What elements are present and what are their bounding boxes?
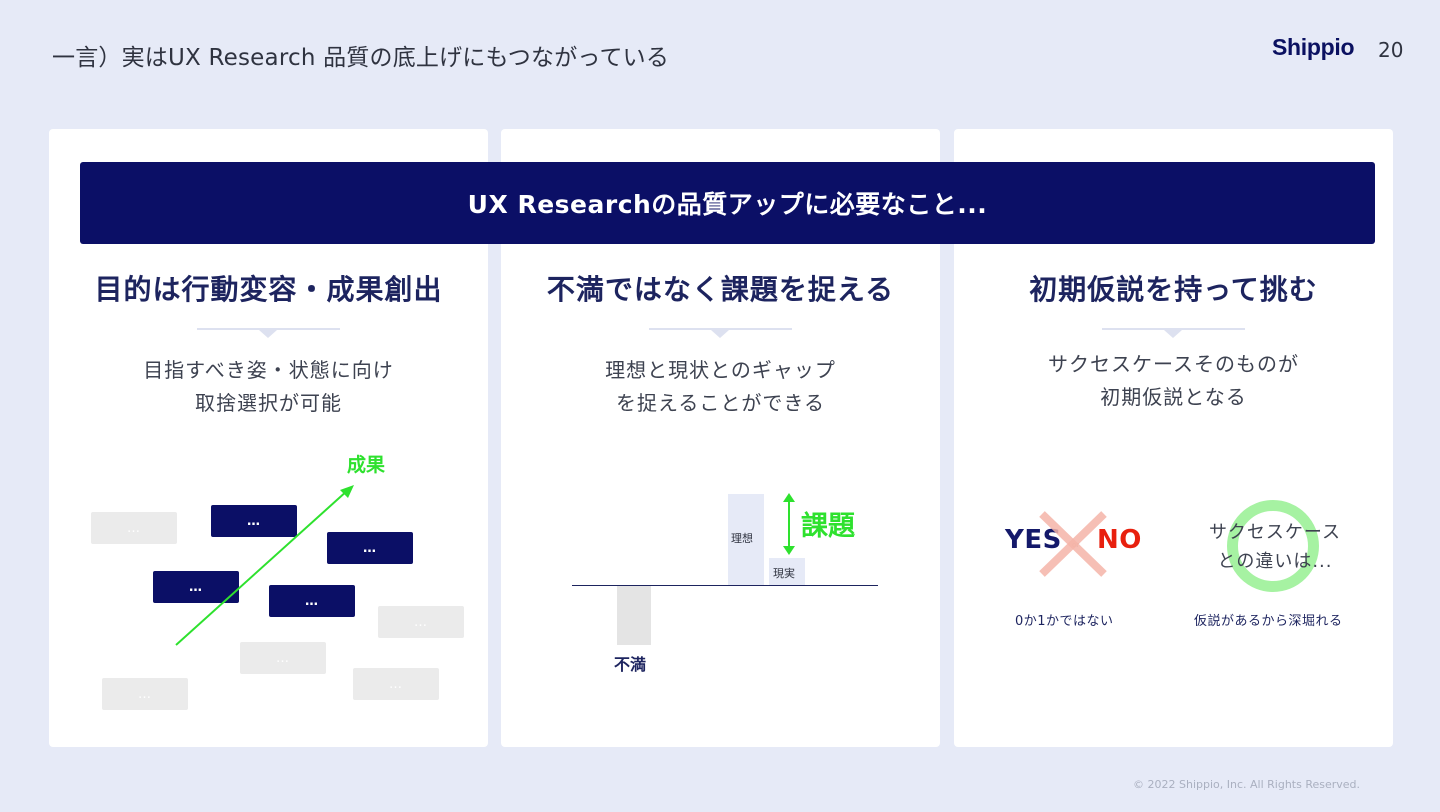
heading-issue: 不満ではなく課題を捉える xyxy=(546,273,895,306)
option-box-faded: … xyxy=(353,668,439,700)
option-box-selected: … xyxy=(327,532,413,564)
no-label: NO xyxy=(1097,525,1142,555)
research-quality-banner: UX Researchの品質アップに必要なこと... xyxy=(80,162,1375,244)
option-box-selected: … xyxy=(269,585,355,617)
heading-goal: 目的は行動変容・成果創出 xyxy=(94,273,443,306)
desc-goal: 目指すべき姿・状態に向け 取捨選択が可能 xyxy=(49,354,488,420)
slide-title: 一言）実はUX Research 品質の底上げにもつながっている xyxy=(52,45,670,71)
option-box-faded: … xyxy=(240,642,326,674)
circle-mark-icon xyxy=(1227,500,1319,592)
option-box-selected: … xyxy=(153,571,239,603)
binary-caption: 0か1かではない xyxy=(1015,614,1114,629)
baseline xyxy=(572,585,878,586)
desc-issue-line1: 理想と現状とのギャップ xyxy=(605,358,836,382)
growth-arrow-icon xyxy=(175,485,354,646)
success-case-line2: との違いは... xyxy=(1217,551,1333,572)
success-case-text: サクセスケース との違いは... xyxy=(1195,518,1355,576)
divider-caret-goal xyxy=(197,328,340,338)
desc-hypothesis-line1: サクセスケースそのものが xyxy=(1048,352,1299,376)
divider-caret-issue xyxy=(649,328,792,338)
dissatisfaction-label: 不満 xyxy=(614,655,647,674)
copyright: © 2022 Shippio, Inc. All Rights Reserved… xyxy=(1133,778,1361,791)
desc-issue: 理想と現状とのギャップ を捉えることができる xyxy=(501,354,940,420)
desc-hypothesis: サクセスケースそのものが 初期仮説となる xyxy=(954,348,1393,414)
hypothesis-caption: 仮説があるから深堀れる xyxy=(1194,614,1343,629)
page-number: 20 xyxy=(1378,38,1404,62)
issue-label: 課題 xyxy=(801,511,855,542)
desc-goal-line2: 取捨選択が可能 xyxy=(195,391,342,415)
success-case-line1: サクセスケース xyxy=(1208,522,1342,543)
desc-issue-line2: を捉えることができる xyxy=(616,391,825,415)
heading-hypothesis: 初期仮説を持って挑む xyxy=(1029,273,1318,306)
dissatisfaction-bar xyxy=(617,586,651,645)
option-box-faded: … xyxy=(378,606,464,638)
desc-hypothesis-line2: 初期仮説となる xyxy=(1100,385,1247,409)
yes-label: YES xyxy=(1005,525,1062,555)
reality-label: 現実 xyxy=(773,567,795,580)
reality-bar xyxy=(769,558,805,585)
gap-arrow-icon xyxy=(783,493,795,555)
result-label: 成果 xyxy=(347,454,386,476)
divider-caret-hypothesis xyxy=(1102,328,1245,338)
option-box-faded: … xyxy=(102,678,188,710)
option-box-faded: … xyxy=(91,512,177,544)
cross-mark-icon xyxy=(1039,511,1107,577)
shippio-logo: Shippio xyxy=(1272,34,1355,60)
ideal-label: 理想 xyxy=(731,532,753,545)
desc-goal-line1: 目指すべき姿・状態に向け xyxy=(143,358,394,382)
option-box-selected: … xyxy=(211,505,297,537)
ideal-bar xyxy=(728,494,764,585)
